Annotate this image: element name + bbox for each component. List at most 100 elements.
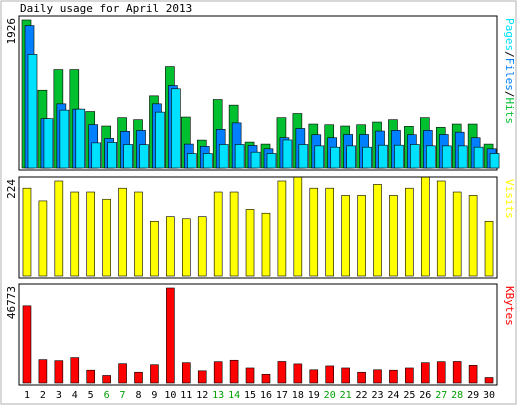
bar-kbytes-day-30 <box>484 377 494 384</box>
legend-entry: Pages <box>503 18 516 51</box>
x-tick-label: 27 <box>435 390 447 401</box>
bar-kbytes-day-20 <box>325 365 335 384</box>
x-tick-label: 13 <box>212 390 224 401</box>
legend-hits_files_pages: Pages/Files/Hits <box>503 18 516 124</box>
bar-kbytes-day-26 <box>420 362 430 384</box>
bar-visits-day-16 <box>261 212 271 277</box>
bar-visits-day-20 <box>325 187 335 277</box>
y-max-label-hits_files_pages: 1926 <box>5 18 18 45</box>
bar-kbytes-day-15 <box>245 367 255 384</box>
bar-kbytes-day-1 <box>22 305 32 384</box>
y-max-label-kbytes: 46773 <box>5 286 18 319</box>
bar-kbytes-day-9 <box>150 364 159 384</box>
bar-visits-day-4 <box>70 191 80 277</box>
legend-entry: / <box>503 91 516 98</box>
x-tick-label: 5 <box>88 390 94 401</box>
x-tick-label: 26 <box>419 390 431 401</box>
bar-pages-day-2 <box>43 118 54 169</box>
bar-pages-day-4 <box>75 108 86 169</box>
x-tick-label: 10 <box>164 390 176 401</box>
bar-pages-day-1 <box>27 54 38 169</box>
x-tick-label: 30 <box>483 390 495 401</box>
bar-pages-day-24 <box>394 144 404 169</box>
legend-kbytes: KBytes <box>503 286 516 326</box>
bar-visits-day-3 <box>54 180 64 277</box>
bar-pages-day-17 <box>282 139 293 169</box>
bar-kbytes-day-2 <box>38 359 48 384</box>
bar-visits-day-6 <box>102 198 111 277</box>
bar-visits-day-26 <box>420 176 430 277</box>
bar-pages-day-22 <box>362 146 372 169</box>
bar-pages-day-13 <box>218 144 229 169</box>
bar-visits-day-25 <box>405 187 414 277</box>
x-tick-label: 1 <box>24 390 30 401</box>
bar-pages-day-7 <box>123 144 133 169</box>
panel-frame-kbytes <box>18 283 498 386</box>
bar-kbytes-day-19 <box>309 369 319 384</box>
y-max-label-visits: 224 <box>5 179 18 199</box>
x-tick-label: 14 <box>228 390 240 401</box>
x-tick-label: 16 <box>260 390 272 401</box>
bar-kbytes-day-4 <box>70 357 80 384</box>
x-tick-label: 28 <box>451 390 463 401</box>
bar-kbytes-day-17 <box>277 361 287 384</box>
bar-pages-day-5 <box>91 142 102 169</box>
bar-pages-day-29 <box>473 146 484 169</box>
bar-pages-day-6 <box>107 142 117 169</box>
bar-kbytes-day-8 <box>134 371 143 384</box>
x-tick-label: 4 <box>72 390 78 401</box>
bar-pages-day-16 <box>266 153 277 169</box>
bar-pages-day-19 <box>314 145 325 169</box>
bar-visits-day-24 <box>389 195 398 277</box>
x-tick-label: 2 <box>40 390 46 401</box>
bar-visits-day-21 <box>341 195 350 277</box>
bar-visits-day-17 <box>277 180 287 277</box>
bar-kbytes-day-21 <box>341 367 350 384</box>
bar-kbytes-day-13 <box>213 361 223 384</box>
bar-kbytes-day-27 <box>436 361 446 384</box>
bar-visits-day-2 <box>38 200 48 277</box>
bar-kbytes-day-6 <box>102 375 111 384</box>
bar-pages-day-18 <box>298 144 309 169</box>
bar-visits-day-1 <box>22 187 32 277</box>
bar-visits-day-7 <box>118 187 127 277</box>
bar-pages-day-21 <box>346 145 356 169</box>
x-tick-label: 15 <box>244 390 256 401</box>
x-tick-label: 24 <box>387 390 399 401</box>
x-tick-label: 22 <box>356 390 368 401</box>
bar-kbytes-day-25 <box>405 367 414 384</box>
legend-entry: Files <box>503 58 516 91</box>
x-tick-label: 20 <box>324 390 336 401</box>
legend-entry: / <box>503 51 516 58</box>
bar-pages-day-27 <box>441 145 452 169</box>
bar-visits-day-5 <box>86 191 95 277</box>
bar-visits-day-9 <box>150 220 159 277</box>
bar-kbytes-day-7 <box>118 363 127 384</box>
bar-kbytes-day-12 <box>197 370 207 384</box>
legend-entry: KBytes <box>503 286 516 326</box>
bar-kbytes-day-22 <box>357 371 366 384</box>
bar-visits-day-14 <box>229 191 239 277</box>
x-tick-label: 25 <box>403 390 415 401</box>
bar-visits-day-11 <box>182 218 191 277</box>
bar-visits-day-10 <box>166 216 175 277</box>
bar-pages-day-25 <box>410 144 420 169</box>
bar-kbytes-day-29 <box>468 365 478 384</box>
legend-entry: Hits <box>503 98 516 125</box>
bar-pages-day-12 <box>202 153 213 169</box>
bar-visits-day-29 <box>468 195 478 277</box>
bar-visits-day-19 <box>309 187 319 277</box>
bar-pages-day-8 <box>139 144 149 169</box>
bar-pages-day-3 <box>59 109 70 169</box>
bar-pages-day-9 <box>155 111 165 169</box>
bar-kbytes-day-28 <box>452 361 462 384</box>
bar-visits-day-28 <box>452 191 462 277</box>
bar-visits-day-30 <box>484 220 494 277</box>
bar-kbytes-day-5 <box>86 369 95 384</box>
x-tick-label: 11 <box>180 390 192 401</box>
bar-kbytes-day-14 <box>229 359 239 384</box>
chart-title: Daily usage for April 2013 <box>20 2 192 15</box>
x-tick-label: 12 <box>196 390 208 401</box>
